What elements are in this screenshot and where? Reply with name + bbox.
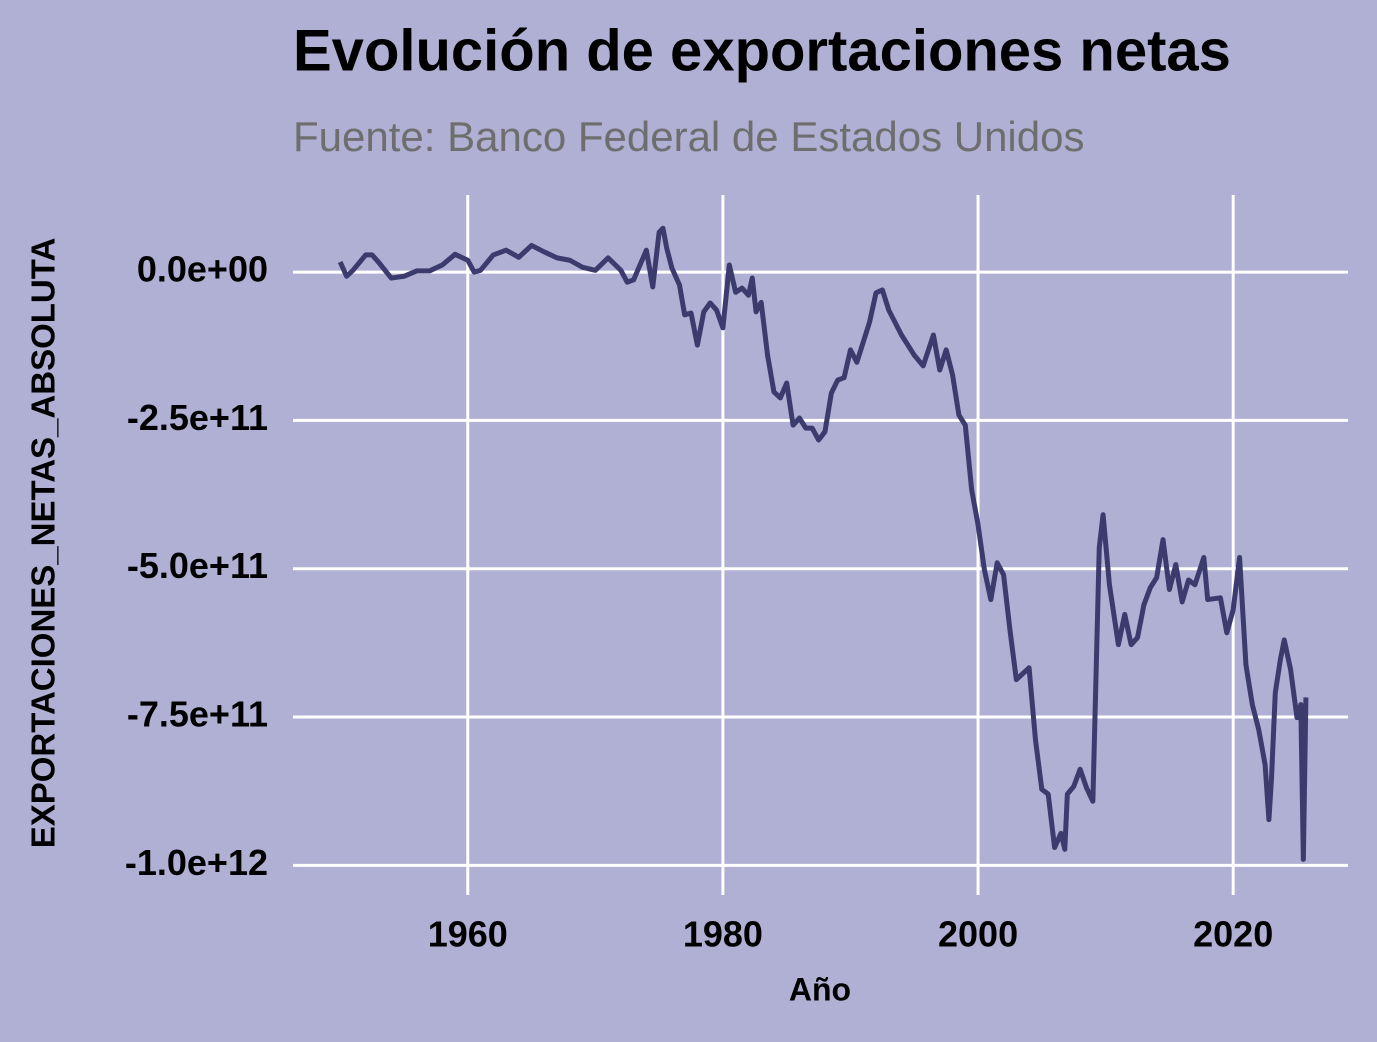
x-axis-label: Año — [789, 971, 851, 1007]
y-tick-label: -2.5e+11 — [127, 397, 268, 438]
x-tick-label: 2000 — [938, 914, 1018, 955]
y-tick-label: -1.0e+12 — [125, 842, 268, 883]
y-axis-label: EXPORTACIONES_NETAS_ABSOLUTA — [25, 238, 62, 849]
data-line — [337, 225, 1309, 862]
y-tick-label: -7.5e+11 — [127, 694, 268, 735]
chart-title: Evolución de exportaciones netas — [293, 18, 1231, 83]
chart-subtitle: Fuente: Banco Federal de Estados Unidos — [293, 113, 1084, 160]
y-tick-label: -5.0e+11 — [127, 545, 268, 586]
x-tick-label: 2020 — [1193, 914, 1273, 955]
x-tick-label: 1980 — [683, 914, 763, 955]
x-tick-label: 1960 — [428, 914, 508, 955]
y-tick-label: 0.0e+00 — [137, 249, 268, 290]
